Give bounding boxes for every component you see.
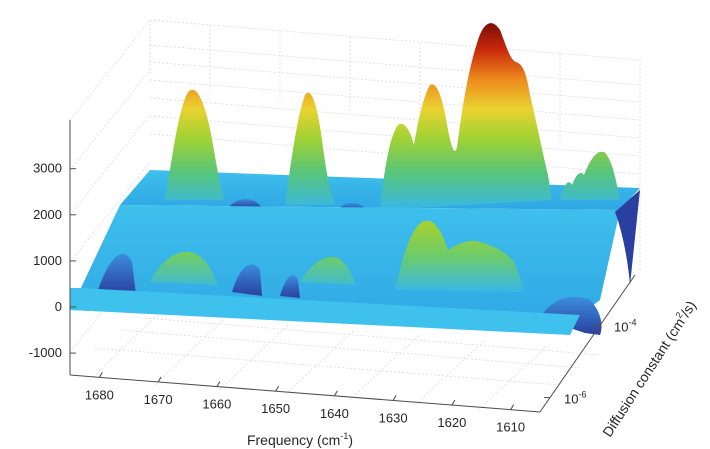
z-tick-label: 3000 [33, 161, 62, 176]
z-tick-label: 1000 [33, 253, 62, 268]
x-tick-label: 1620 [437, 415, 466, 430]
x-tick-label: 1660 [202, 397, 231, 412]
front-trough-2 [232, 264, 262, 296]
x-tick-mark [510, 404, 515, 410]
back-wall-top [149, 19, 641, 61]
z-ticks: -1000 0 1000 2000 3000 [29, 161, 76, 360]
front-trough-3 [280, 275, 300, 298]
x-tick-label: 1670 [144, 392, 173, 407]
x-tick-mark [157, 376, 162, 383]
back-trough-1 [228, 199, 262, 208]
surface [70, 23, 640, 335]
x-tick-label: 1640 [320, 406, 349, 421]
right-edge-drop [615, 190, 640, 285]
y-tick-label: 10-4 [614, 317, 636, 334]
grid-back [69, 19, 641, 413]
x-ticks: 1680 1670 1660 1650 1640 1630 1620 1610 [85, 372, 525, 435]
back-wall-vgrid [209, 25, 561, 140]
x-tick-label: 1610 [496, 420, 525, 435]
floor-grid-depth [89, 311, 549, 411]
y-axis-line [539, 274, 636, 413]
axes [69, 120, 636, 413]
side-wall-grid [69, 19, 151, 353]
back-ridge-peaks [165, 23, 620, 210]
x-tick-label: 1630 [379, 410, 408, 425]
z-tick-label: 0 [55, 299, 62, 314]
floor-grid [69, 317, 601, 413]
back-wall-hgrid [149, 44, 641, 175]
z-tick-label: 2000 [33, 207, 62, 222]
x-tick-mark [275, 385, 280, 392]
x-axis-line [69, 374, 541, 413]
z-tick-label: -1000 [29, 345, 62, 360]
x-tick-label: 1680 [85, 387, 114, 402]
x-tick-mark [451, 399, 456, 406]
y-ticks: 10-6 10-4 [544, 317, 636, 407]
y-tick-label: 10-6 [564, 390, 586, 407]
x-axis-label: Frequency (cm-1) [247, 431, 353, 448]
front-trough-1 [98, 253, 136, 295]
floor-slab [70, 288, 580, 335]
x-tick-mark [392, 395, 397, 401]
x-tick-label: 1650 [261, 401, 290, 416]
front-ridge-peaks [150, 220, 524, 292]
x-tick-mark [98, 372, 103, 378]
x-tick-mark [216, 381, 221, 387]
x-tick-mark [333, 390, 338, 397]
